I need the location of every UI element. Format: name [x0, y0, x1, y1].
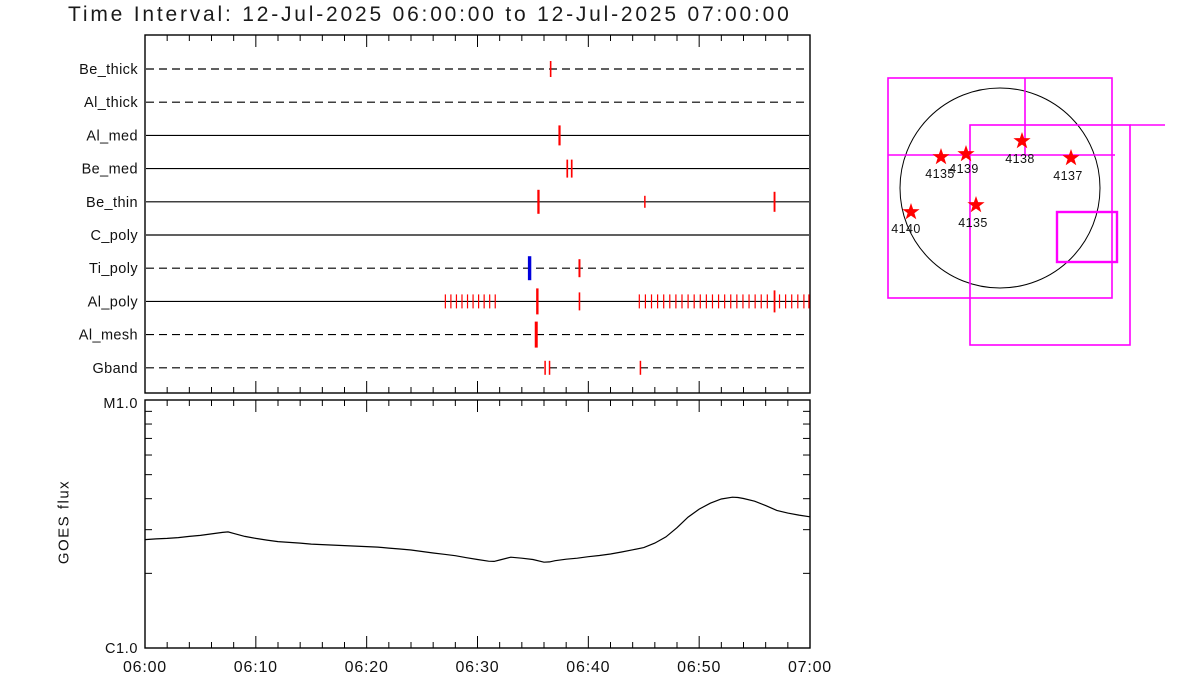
solar-limb-circle — [899, 87, 1101, 289]
goes-panel-border — [144, 399, 811, 649]
row-label-Al_mesh: Al_mesh — [79, 328, 138, 344]
row-label-Ti_poly: Ti_poly — [89, 261, 138, 277]
row-label-C_poly: C_poly — [90, 228, 138, 244]
fov-box — [1055, 210, 1119, 264]
row-label-Be_thin: Be_thin — [86, 195, 138, 211]
x-tick-label: 06:00 — [123, 659, 167, 676]
active-region-label-4138: 4138 — [1005, 152, 1034, 166]
goes-ytick-C1: C1.0 — [105, 641, 138, 657]
row-label-Al_thick: Al_thick — [84, 95, 138, 111]
active-region-label-4135: 4135 — [958, 216, 987, 230]
x-tick-label: 06:10 — [234, 659, 278, 676]
goes-ytick-M1: M1.0 — [103, 396, 138, 412]
x-tick-label: 06:30 — [455, 659, 499, 676]
active-region-label-4139: 4139 — [949, 162, 978, 176]
fov-box — [969, 124, 1131, 346]
row-label-Gband: Gband — [92, 361, 138, 377]
active-region-star-4137 — [1062, 149, 1080, 166]
fov-box — [887, 77, 1113, 299]
active-region-star-4140 — [902, 203, 920, 220]
active-region-label-4135: 4135 — [925, 167, 954, 181]
x-tick-label: 07:00 — [788, 659, 832, 676]
row-label-Al_poly: Al_poly — [88, 294, 139, 310]
active-region-star-4138 — [1013, 132, 1031, 149]
x-tick-label: 06:50 — [677, 659, 721, 676]
row-label-Be_med: Be_med — [82, 162, 138, 178]
x-tick-label: 06:40 — [566, 659, 610, 676]
active-region-star-4135 — [932, 148, 950, 165]
row-label-Be_thick: Be_thick — [79, 62, 138, 78]
goes-flux-curve — [144, 496, 811, 563]
active-region-star-4139 — [957, 145, 975, 162]
active-region-star-4135 — [967, 196, 985, 213]
row-label-Al_med: Al_med — [86, 128, 138, 144]
plot-title: Time Interval: 12-Jul-2025 06:00:00 to 1… — [68, 3, 792, 26]
active-region-label-4137: 4137 — [1053, 169, 1082, 183]
timeline-panel-border — [144, 34, 811, 394]
active-region-label-4140: 4140 — [891, 222, 920, 236]
x-tick-label: 06:20 — [345, 659, 389, 676]
